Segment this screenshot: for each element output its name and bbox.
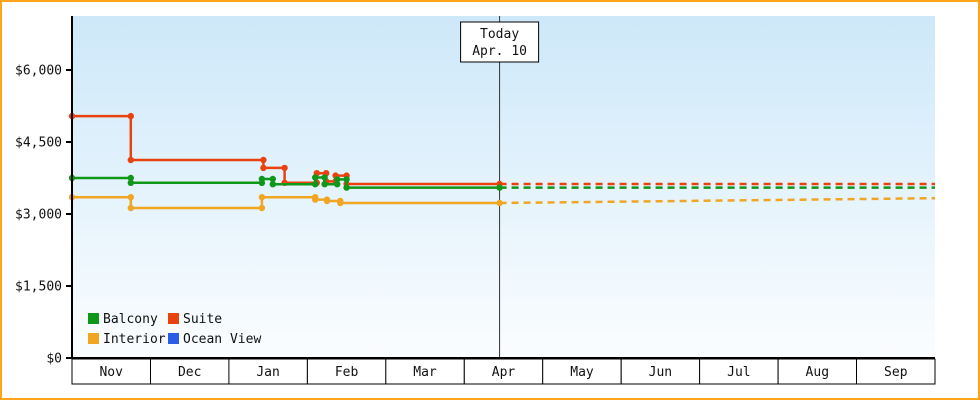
series-balcony-marker <box>343 184 350 191</box>
y-tick-label: $3,000 <box>15 208 62 223</box>
month-cell-sep <box>856 358 936 385</box>
legend-swatch-ocean-view <box>168 333 179 344</box>
month-label-sep: Sep <box>884 365 908 380</box>
series-interior-marker <box>258 204 266 212</box>
series-balcony-marker <box>127 174 134 182</box>
series-suite-marker <box>127 156 134 164</box>
series-balcony-marker <box>334 176 341 183</box>
legend-label-balcony: Balcony <box>103 312 158 327</box>
y-tick-label: $0 <box>46 352 62 367</box>
series-interior-marker <box>496 199 503 207</box>
month-cell-jan <box>228 358 308 385</box>
series-interior-forecast-line <box>499 196 936 205</box>
legend-label-ocean-view: Ocean View <box>183 332 261 347</box>
month-cell-may <box>542 358 622 385</box>
month-label-apr: Apr <box>492 365 516 380</box>
series-interior-marker <box>312 196 319 203</box>
month-label-may: May <box>570 365 594 380</box>
month-label-aug: Aug <box>806 365 829 380</box>
month-label-dec: Dec <box>178 365 201 380</box>
month-label-jun: Jun <box>649 365 672 380</box>
series-suite-marker <box>260 156 267 164</box>
today-box <box>460 21 540 63</box>
today-box-label: Today <box>480 27 519 42</box>
month-label-jan: Jan <box>256 365 279 380</box>
series-balcony-marker <box>312 174 319 181</box>
y-tick-label: $6,000 <box>15 64 62 79</box>
legend-swatch-balcony <box>88 313 99 324</box>
legend-label-suite: Suite <box>183 312 222 327</box>
series-interior-marker <box>323 197 331 205</box>
series-suite-marker <box>281 164 288 172</box>
series-interior-marker <box>127 204 134 212</box>
series-balcony-marker <box>334 181 341 188</box>
series-balcony-marker <box>343 176 350 183</box>
series-balcony-marker <box>321 181 328 188</box>
month-cell-nov <box>71 358 151 385</box>
series-suite-marker <box>127 112 134 120</box>
series-interior-marker <box>258 194 266 201</box>
month-label-feb: Feb <box>335 365 359 380</box>
series-balcony-marker <box>312 181 319 188</box>
y-tick-label: $4,500 <box>15 136 62 151</box>
month-label-mar: Mar <box>413 365 437 380</box>
series-interior-marker <box>127 194 134 201</box>
series-balcony-marker <box>496 184 503 191</box>
series-suite-marker <box>260 164 267 172</box>
series-balcony-marker <box>321 174 328 181</box>
series-balcony-marker <box>258 175 266 183</box>
month-cell-feb <box>306 358 387 385</box>
series-balcony-marker <box>269 175 276 183</box>
month-cell-aug <box>777 358 858 385</box>
month-label-nov: Nov <box>99 365 123 380</box>
month-label-jul: Jul <box>727 365 750 380</box>
series-balcony-line <box>72 176 500 189</box>
month-cell-apr <box>463 358 544 385</box>
legend-swatch-suite <box>168 313 179 324</box>
y-tick-label: $1,500 <box>15 280 62 295</box>
series-balcony-marker <box>127 179 134 186</box>
series-interior-marker <box>337 199 344 207</box>
legend-label-interior: Interior <box>103 332 166 347</box>
series-balcony-marker <box>269 181 276 188</box>
month-cell-jul <box>699 358 779 385</box>
today-box-date: Apr. 10 <box>472 44 527 59</box>
legend-swatch-interior <box>88 333 99 344</box>
